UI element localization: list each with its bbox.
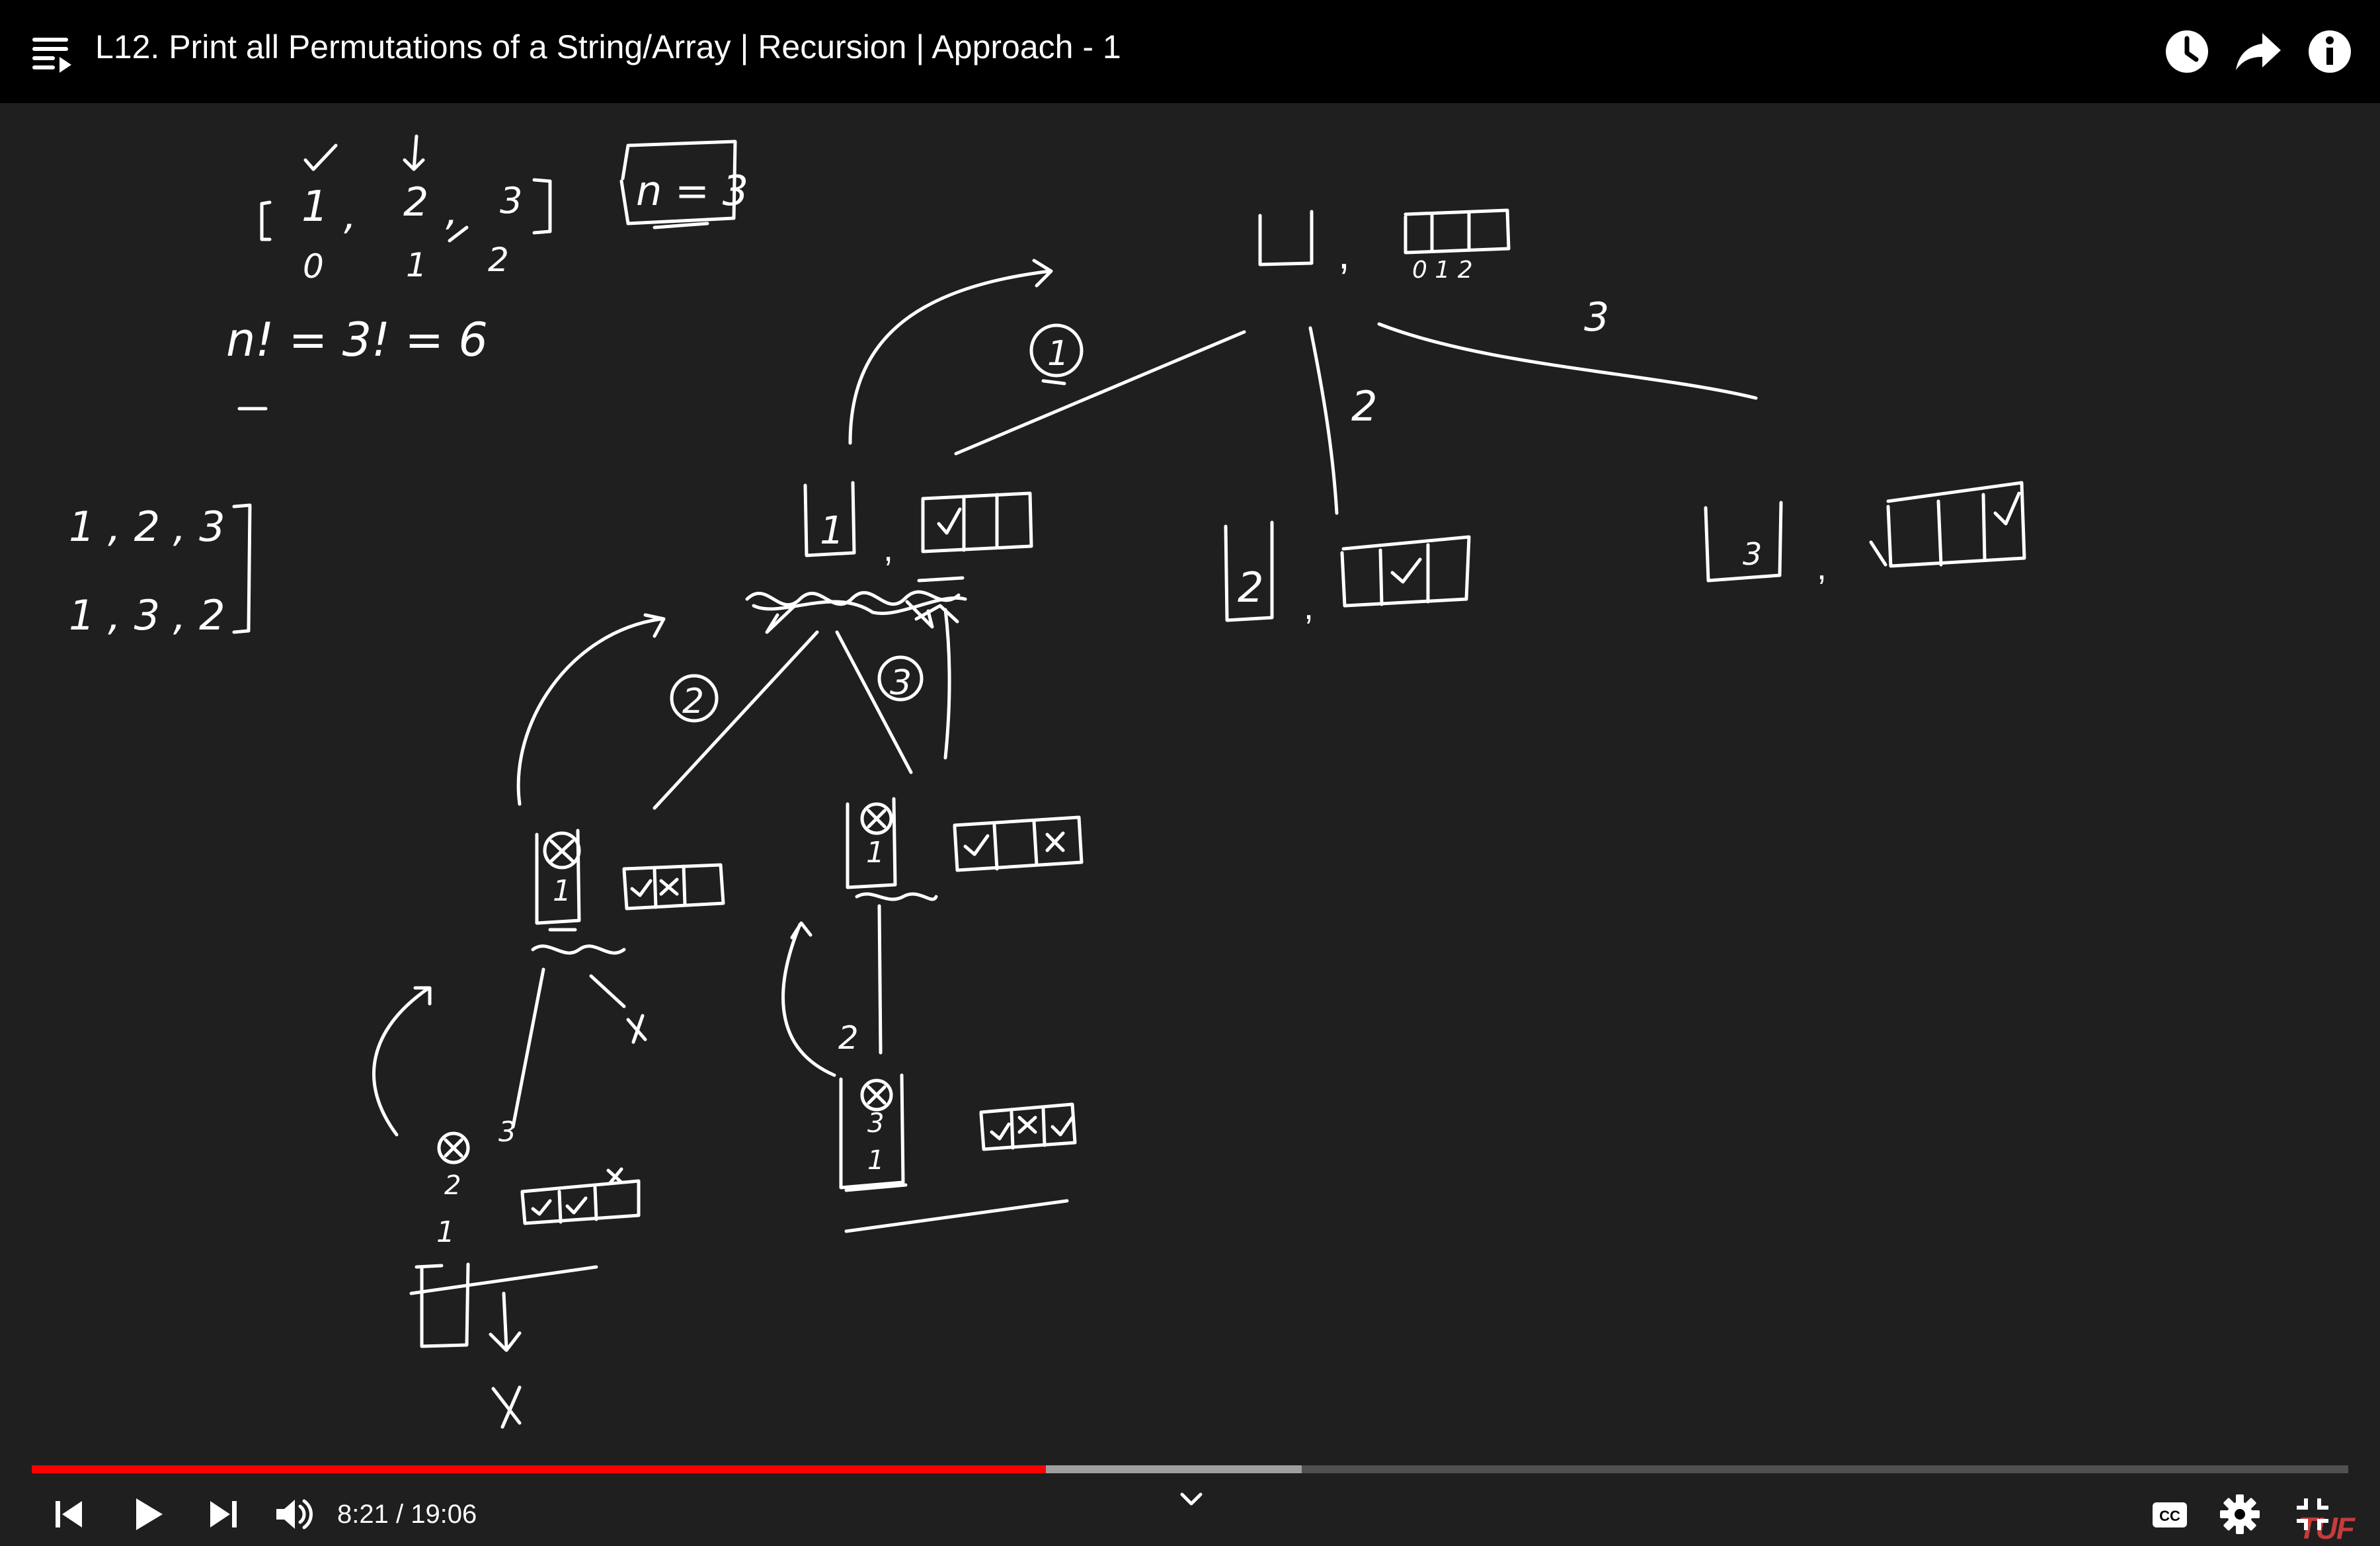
exit-fullscreen-button[interactable] [2285,1486,2340,1542]
share-arrow-icon [2236,33,2281,70]
svg-text:,: , [883,529,893,569]
playlist-icon [32,38,71,73]
root-indices: 0 1 2 [1412,257,1473,284]
chevron-down-icon [1180,1492,1203,1506]
svg-text:CC: CC [2159,1508,2180,1524]
video-title[interactable]: L12. Print all Permutations of a String/… [95,28,1121,65]
array-bracket-right [532,178,552,235]
branch-label-3-left: 3 [498,1116,516,1148]
svg-text:,: , [1817,548,1827,587]
video-frame-whiteboard[interactable]: , , , [0,103,2380,1545]
volume-icon [276,1499,313,1529]
down-arrow-array [403,134,425,171]
factorial-label: n! = 3! = 6 [226,313,488,367]
player-controls: 8:21 / 19:06 CC [0,1480,2380,1546]
captions-button[interactable]: CC [2142,1486,2198,1542]
root-array-box [1404,208,1511,255]
previous-button[interactable] [41,1486,97,1542]
video-progress-bar[interactable] [32,1465,2348,1473]
playlist-button[interactable] [24,25,83,78]
time-display: 8:21 / 19:06 [337,1500,477,1529]
circle-label-2: 2 [682,682,704,721]
stack-l2-left: 1 [553,874,571,908]
stack-l2-right: 1 [866,836,885,870]
n-box [619,140,737,225]
info-icon [2309,30,2351,73]
stack-l3-right-3: 3 [867,1108,884,1139]
stack-node-1: 1 [820,508,844,553]
stack-l3-left-1: 1 [436,1215,455,1249]
check-mark-array [303,143,338,171]
whiteboard-drawing: , , , [69,134,2026,1429]
branch-label-2-right: 2 [838,1020,859,1057]
array-index-0: 0 [303,247,324,286]
branch-label-2-root: 2 [1351,382,1377,430]
play-icon [136,1498,163,1530]
permutation-2: 1 , 3 , 2 [69,591,225,639]
settings-gear-icon [2220,1494,2260,1534]
stack-l3-left-2: 2 [444,1170,461,1201]
info-button[interactable] [2297,19,2363,85]
video-top-bar: L12. Print all Permutations of a String/… [0,0,2380,103]
svg-text:,: , [1304,587,1314,627]
share-button[interactable] [2225,19,2291,85]
array-bracket-left [260,200,272,241]
permutation-1: 1 , 2 , 3 [69,503,225,551]
array-value-3: 3 [500,180,522,222]
volume-button[interactable] [266,1486,321,1542]
perm-bracket [232,503,252,634]
array-value-2: 2 [403,179,428,225]
n-label: n = 3 [636,167,748,215]
array-value-1: 1 [301,183,329,231]
stack-node-3: 3 [1743,536,1762,572]
more-videos-toggle[interactable] [1170,1484,1212,1516]
circle-label-3: 3 [890,663,912,703]
svg-text:,: , [344,192,356,239]
arrow-to-branch-1 [848,259,1053,445]
play-button[interactable] [120,1486,176,1542]
root-stack [1258,210,1314,266]
svg-text:,: , [1338,230,1350,278]
stack-node-2: 2 [1238,563,1263,612]
watch-later-button[interactable] [2154,19,2220,85]
settings-button[interactable] [2212,1486,2268,1542]
branch-label-3-root: 3 [1584,294,1609,341]
progress-played [32,1465,1047,1473]
previous-icon [56,1501,82,1527]
stack-l3-right-1: 1 [867,1145,884,1176]
svg-text:,: , [446,188,458,235]
exit-fullscreen-icon [2297,1498,2328,1530]
watch-later-clock-icon [2166,30,2208,73]
circle-label-1: 1 [1047,334,1069,374]
next-icon [210,1501,237,1527]
closed-captions-icon: CC [2153,1502,2187,1527]
next-button[interactable] [196,1486,251,1542]
array-index-1: 1 [406,246,427,284]
array-index-2: 2 [488,241,509,279]
